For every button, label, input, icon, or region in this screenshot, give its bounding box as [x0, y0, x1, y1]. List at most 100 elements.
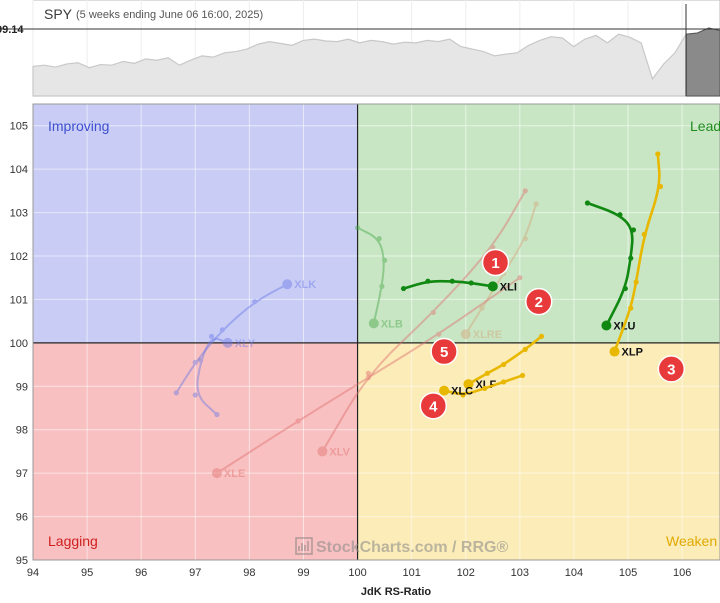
tail-point: [628, 305, 634, 311]
tail-xly[interactable]: XLY: [192, 333, 256, 418]
tail-point: [501, 379, 507, 385]
tail-point: [490, 244, 496, 250]
tail-head-xlp[interactable]: [609, 346, 620, 357]
tail-head-xlf[interactable]: [463, 379, 474, 390]
tail-label-xlf: XLF: [475, 379, 496, 391]
y-tick-label: 105: [10, 121, 28, 133]
y-tick-label: 96: [16, 512, 28, 524]
x-tick-label: 101: [402, 567, 420, 579]
badge-circle: [430, 337, 458, 366]
tail-point: [633, 279, 639, 285]
x-tick-label: 102: [457, 567, 475, 579]
tail-point: [479, 305, 485, 311]
tail-xli[interactable]: XLI: [400, 278, 517, 294]
benchmark-panel: SPY (5 weeks ending June 06 16:00, 2025)…: [0, 0, 720, 97]
x-tick-label: 100: [348, 567, 366, 579]
tail-point: [400, 285, 407, 292]
number-badge: 5: [430, 337, 458, 366]
tail-head-xlc[interactable]: [439, 385, 450, 396]
number-badge: 3: [657, 355, 686, 383]
badge-number: 5: [440, 344, 448, 361]
lagging-label: Lagging: [48, 533, 98, 549]
tail-head-xle[interactable]: [211, 468, 222, 479]
x-tick-label: 104: [565, 567, 583, 579]
benchmark-highlight-area: [685, 27, 720, 97]
tail-line-xlk: [175, 283, 289, 394]
x-tick-label: 98: [243, 567, 255, 579]
tail-point: [382, 257, 388, 263]
tail-point: [295, 418, 301, 424]
badge-circle: [419, 392, 448, 420]
tail-label-xlk: XLK: [294, 279, 316, 291]
tail-head-xlv[interactable]: [317, 446, 328, 457]
tail-point: [628, 255, 634, 261]
leading-label: Lead: [690, 118, 720, 134]
price-tag: 99.14: [0, 24, 24, 36]
tail-xle[interactable]: XLE: [211, 275, 523, 480]
number-badge: 4: [419, 392, 448, 420]
tail-point: [519, 372, 526, 379]
y-tick-label: 100: [10, 338, 28, 350]
tail-head-xly[interactable]: [222, 337, 233, 348]
tail-point: [365, 375, 371, 381]
tail-point: [468, 280, 474, 286]
number-badge: 2: [525, 287, 553, 316]
x-tick-label: 106: [673, 567, 691, 579]
badge-number: 2: [535, 294, 543, 311]
tail-point: [517, 275, 523, 281]
badge-number: 3: [667, 361, 675, 378]
tail-xlk[interactable]: XLK: [173, 279, 317, 396]
tail-point: [501, 361, 507, 368]
tail-xlf[interactable]: XLF: [463, 333, 545, 391]
tail-head-xlre[interactable]: [460, 329, 471, 340]
x-tick-label: 99: [297, 567, 309, 579]
tail-point: [584, 200, 591, 206]
y-tick-label: 99: [16, 381, 28, 393]
tail-point: [449, 278, 455, 284]
y-tick-label: 97: [16, 468, 28, 480]
tail-xlb[interactable]: XLB: [354, 225, 403, 330]
x-tick-label: 105: [619, 567, 637, 579]
tail-head-xlk[interactable]: [282, 279, 293, 290]
tail-point: [192, 359, 198, 365]
badge-circle: [481, 248, 510, 277]
axes: 94 95 96 97 98 99 100 101 102 103 104 105 1069697989…: [10, 103, 720, 579]
tail-point: [484, 370, 490, 376]
tail-point: [460, 392, 466, 398]
tail-label-xlb: XLB: [381, 318, 403, 330]
tail-point: [425, 278, 431, 284]
number-badges: 1 2 3 4 5: [419, 248, 686, 420]
tail-point: [630, 227, 637, 233]
badge-circle: [657, 355, 686, 383]
tail-head-xlb[interactable]: [368, 318, 379, 329]
benchmark-area: [32, 27, 720, 97]
tail-point: [219, 327, 225, 333]
tail-point: [522, 188, 528, 194]
tail-line-xlv: [321, 189, 527, 453]
x-tick-label: 95: [81, 567, 93, 579]
y-tick-label: 104: [10, 164, 28, 176]
tail-point: [522, 236, 528, 242]
tail-head-xli[interactable]: [487, 281, 498, 292]
tail-label-xlc: XLC: [451, 386, 473, 398]
x-tick-label: 103: [511, 567, 529, 579]
tail-xlre[interactable]: XLRE: [460, 201, 539, 341]
tail-point: [214, 411, 220, 418]
tail-label-xli: XLI: [500, 281, 517, 293]
tail-label-xlv: XLV: [329, 446, 350, 458]
benchmark-subtitle: (5 weeks ending June 06 16:00, 2025): [76, 9, 263, 21]
benchmark-symbol: SPY: [44, 6, 73, 22]
tail-point: [622, 285, 628, 292]
tail-point: [482, 385, 488, 392]
watermark-text: StockCharts.com / RRG®: [316, 539, 508, 556]
tail-line-xle: [215, 276, 521, 475]
tail-line-xlb: [356, 226, 385, 325]
y-tick-label: 101: [10, 294, 28, 306]
tail-xlc[interactable]: XLC: [439, 372, 526, 398]
tail-xlp[interactable]: XLP: [609, 151, 664, 359]
tail-head-xlu[interactable]: [601, 320, 612, 331]
tail-xlv[interactable]: XLV: [317, 188, 528, 458]
tail-point: [365, 370, 371, 376]
